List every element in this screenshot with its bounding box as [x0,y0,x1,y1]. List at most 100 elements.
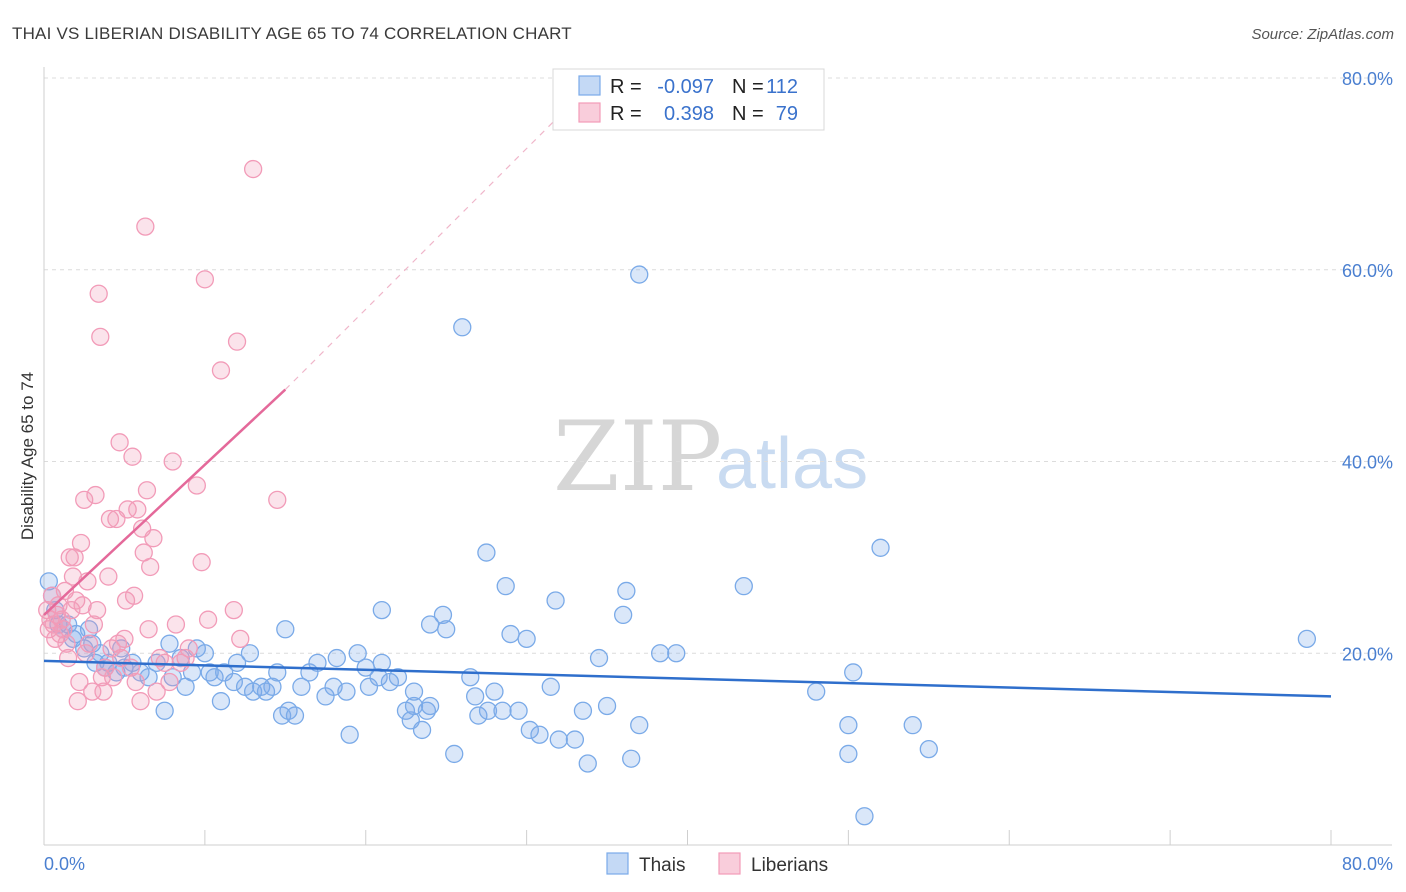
point-thais [337,682,356,701]
point-liberians [137,481,157,500]
legend-swatch-thais [606,852,629,875]
point-liberians [187,476,206,495]
point-thais [839,716,858,735]
point-thais [578,754,597,773]
point-liberians [141,557,160,577]
legend-swatch-liberians [718,852,741,875]
point-thais [903,716,922,735]
point-liberians [166,615,186,634]
point-thais [807,682,826,701]
point-thais [412,720,432,740]
legend-label-liberians: Liberians [751,855,828,876]
point-liberians [144,529,163,548]
point-thais [348,644,367,663]
point-thais [573,701,593,720]
point-thais [614,605,633,625]
point-liberians [84,615,104,634]
point-liberians [160,672,179,692]
point-thais [155,701,174,720]
point-thais [617,581,636,601]
point-liberians [62,600,81,620]
point-liberians [57,634,76,653]
point-thais [308,653,327,672]
x-tick-label-max: 80.0% [1342,854,1393,874]
point-thais [546,591,565,610]
legend-label-thais: Thais [639,855,685,876]
point-thais [292,677,311,696]
point-thais [630,265,649,284]
point-liberians [123,447,142,466]
point-thais [919,739,938,759]
scatter-points [38,159,1317,826]
point-thais [404,682,424,701]
stats-n-label-liberians: N = [732,103,764,125]
point-thais [622,749,641,768]
point-thais [530,725,549,744]
trend-line-liberians [43,388,287,616]
point-liberians [58,648,78,668]
point-liberians [179,639,198,658]
point-liberians [227,332,247,351]
y-tick-label: 20.0% [1342,644,1393,664]
point-thais [589,648,609,668]
point-thais [855,807,874,826]
point-thais [39,572,58,591]
point-thais [520,720,539,740]
point-thais [734,576,753,596]
point-thais [359,677,379,696]
x-ticks [204,830,1332,845]
point-liberians [126,672,145,692]
trend-line-thais [43,659,1332,698]
point-liberians [128,500,147,519]
point-thais [160,634,179,653]
stats-swatch-thais [578,75,601,96]
point-thais [630,716,649,735]
point-liberians [231,629,250,649]
point-liberians [91,327,110,347]
point-thais [340,725,359,744]
point-liberians [224,600,243,620]
point-thais [437,620,456,639]
point-thais [327,648,346,668]
point-thais [465,687,485,706]
point-liberians [68,692,87,711]
chart-title: THAI VS LIBERIAN DISABILITY AGE 65 TO 74… [12,24,572,43]
point-liberians [118,500,137,519]
point-thais [372,653,391,672]
point-thais [597,696,617,716]
axes [43,67,1392,846]
point-liberians [100,509,120,529]
stats-n-value-thais: 112 [766,76,798,98]
point-thais [541,677,560,696]
point-liberians [110,433,129,452]
point-thais [211,692,231,711]
legend: Thais Liberians [606,852,828,876]
point-liberians [104,668,123,687]
stats-swatch-liberians [578,102,601,123]
watermark-zip: ZIP [553,401,722,513]
point-thais [496,576,515,596]
point-thais [477,543,496,562]
point-thais [240,644,260,663]
point-liberians [136,217,155,236]
point-thais [549,730,568,749]
point-liberians [60,548,79,567]
point-liberians [71,533,91,553]
point-thais [1297,629,1317,649]
point-thais [285,706,305,725]
point-liberians [115,629,134,649]
point-thais [224,672,243,692]
point-thais [844,663,863,682]
point-liberians [54,620,73,639]
point-liberians [89,284,108,303]
point-liberians [94,682,113,701]
point-liberians [73,596,92,615]
point-liberians [131,692,150,711]
point-liberians [87,600,107,620]
point-liberians [63,567,83,586]
y-tick-label: 60.0% [1342,261,1393,281]
point-liberians [163,452,182,471]
point-thais [493,701,512,720]
stats-n-label-thais: N = [732,76,764,98]
